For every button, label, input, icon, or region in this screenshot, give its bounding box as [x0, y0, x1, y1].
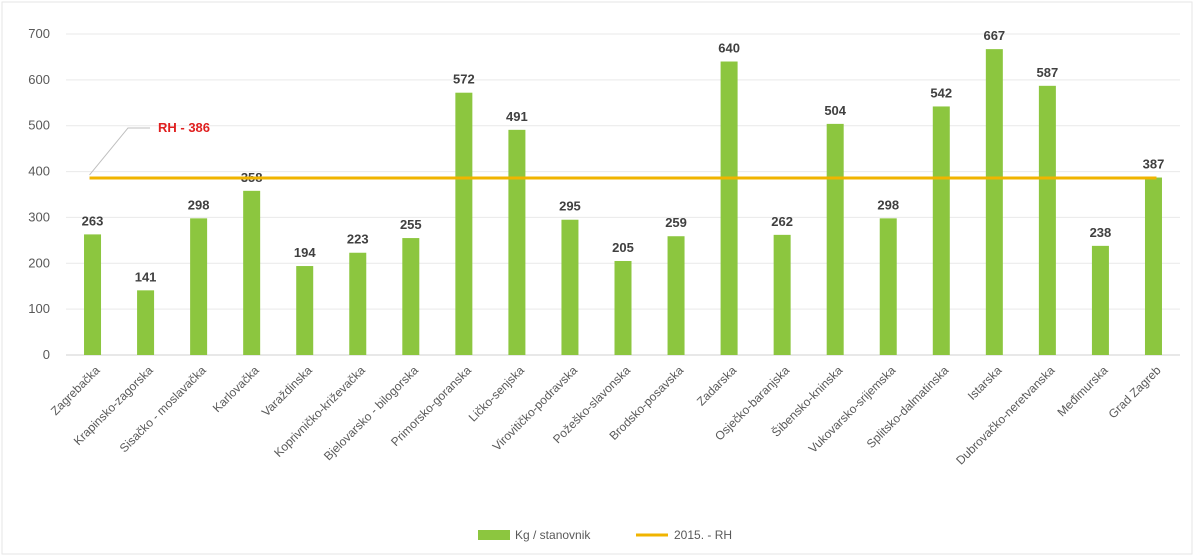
- bar: [614, 260, 632, 355]
- data-label: 141: [135, 269, 157, 284]
- bar: [720, 61, 738, 356]
- data-label: 387: [1143, 157, 1165, 172]
- bar: [879, 218, 897, 355]
- bars: [84, 49, 1162, 356]
- data-label: 640: [718, 41, 740, 56]
- reference-line-group: RH - 386: [89, 120, 1157, 180]
- annotation-leader: [89, 127, 150, 176]
- legend-label-line: 2015. - RH: [674, 528, 732, 542]
- bar: [826, 123, 844, 355]
- data-label: 263: [82, 213, 104, 228]
- data-label: 667: [983, 28, 1005, 43]
- y-tick-label: 200: [28, 255, 50, 270]
- bar: [243, 190, 261, 355]
- data-label: 205: [612, 240, 634, 255]
- y-tick-label: 100: [28, 301, 50, 316]
- bar: [84, 234, 102, 355]
- reference-annotation: RH - 386: [158, 120, 210, 135]
- data-label: 298: [877, 197, 899, 212]
- bar: [1144, 177, 1162, 355]
- bar: [773, 234, 791, 355]
- y-tick-label: 300: [28, 209, 50, 224]
- data-label: 587: [1037, 65, 1059, 80]
- data-label: 194: [294, 245, 316, 260]
- data-label: 238: [1090, 225, 1112, 240]
- y-axis-ticks: 0 100 200 300 400 500 600 700: [28, 26, 50, 362]
- y-tick-label: 600: [28, 72, 50, 87]
- data-label: 542: [930, 85, 952, 100]
- bar: [137, 290, 155, 355]
- bar: [402, 238, 420, 355]
- y-tick-label: 400: [28, 164, 50, 179]
- data-label: 295: [559, 199, 581, 214]
- legend-label-bar: Kg / stanovnik: [515, 528, 591, 542]
- legend: Kg / stanovnik 2015. - RH: [478, 528, 732, 542]
- bar: [932, 106, 950, 355]
- data-label: 491: [506, 109, 528, 124]
- bar: [190, 218, 208, 355]
- bar: [1091, 245, 1109, 355]
- bar: [296, 266, 314, 355]
- bar: [349, 252, 367, 355]
- data-label: 572: [453, 72, 475, 87]
- bar: [667, 236, 685, 355]
- data-label: 259: [665, 215, 687, 230]
- bar: [985, 49, 1003, 355]
- bar: [455, 92, 473, 355]
- y-tick-label: 0: [43, 347, 50, 362]
- bar: [561, 219, 579, 355]
- bar: [508, 129, 526, 355]
- y-tick-label: 500: [28, 118, 50, 133]
- data-label: 504: [824, 103, 846, 118]
- data-label: 262: [771, 214, 793, 229]
- data-label: 298: [188, 197, 210, 212]
- data-label: 223: [347, 232, 369, 247]
- legend-swatch-bar: [478, 530, 510, 540]
- data-label: 255: [400, 217, 422, 232]
- y-tick-label: 700: [28, 26, 50, 41]
- bar: [1038, 85, 1056, 355]
